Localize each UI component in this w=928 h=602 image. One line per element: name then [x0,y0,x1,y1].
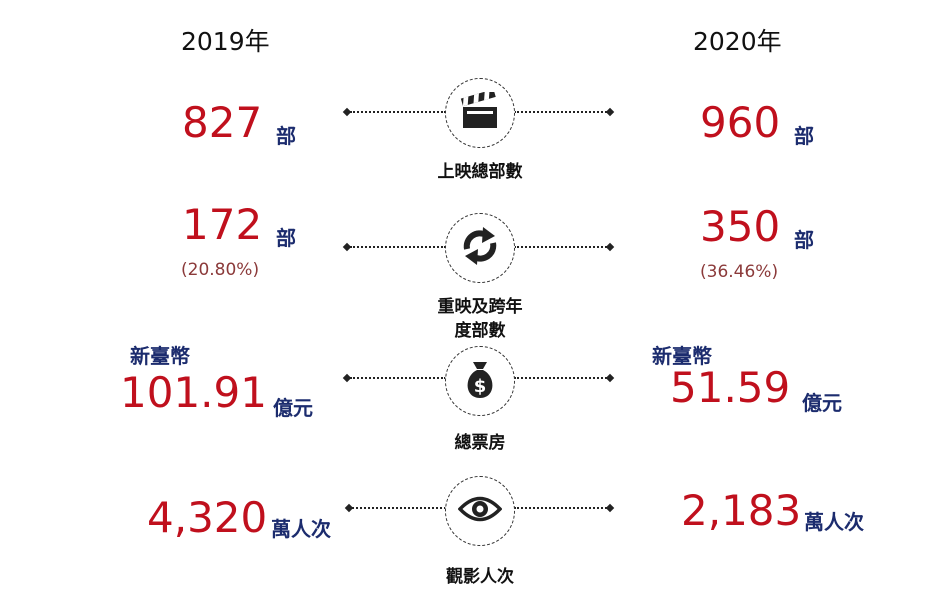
connector-line [350,111,446,113]
connector-endpoint [605,242,615,252]
connector-endpoint [605,107,615,117]
connector-line [514,111,610,113]
icon-circle [445,476,515,546]
caption-box-office: 總票房 [454,433,506,453]
connector-line [350,377,446,379]
right-rerun-films-unit: 部 [794,228,814,252]
icon-circle: $ [445,346,515,416]
money-bag-icon: $ [460,358,500,404]
right-admissions-unit: 萬人次 [804,510,864,534]
left-rerun-films-unit: 部 [276,226,296,250]
right-admissions-value: 2,183 [681,486,802,535]
right-currency-label: 新臺幣 [652,344,712,368]
left-admissions-unit: 萬人次 [271,517,331,541]
caption-rerun-line1: 重映及跨年 [437,297,523,317]
caption-rerun-line2: 度部數 [454,321,506,341]
connector-line [514,246,610,248]
right-rerun-films-value: 350 [700,202,781,251]
left-rerun-percent: (20.80%) [181,260,260,280]
icon-circle [445,78,515,148]
year-2020-header: 2020年 [693,27,782,56]
eye-icon [457,494,503,528]
connector-endpoint [605,373,615,383]
left-box-office-unit: 億元 [273,396,313,420]
right-total-films-unit: 部 [794,124,814,148]
left-admissions-value: 4,320 [147,493,268,542]
right-total-films-value: 960 [700,98,781,147]
right-box-office-value: 51.59 [670,363,791,412]
connector-line [352,507,446,509]
connector-line [514,507,610,509]
caption-admissions: 觀影人次 [446,567,514,587]
clapperboard-icon [459,89,501,134]
rerun-arrows-icon [459,225,501,271]
icon-circle [445,213,515,283]
left-total-films-unit: 部 [276,124,296,148]
svg-text:$: $ [474,376,487,397]
connector-line [350,246,446,248]
year-2019-header: 2019年 [181,27,270,56]
left-box-office-value: 101.91 [120,368,267,417]
right-rerun-percent: (36.46%) [700,262,779,282]
left-rerun-films-value: 172 [182,200,263,249]
left-currency-label: 新臺幣 [130,344,190,368]
connector-endpoint [605,503,615,513]
connector-line [514,377,610,379]
caption-total-films: 上映總部數 [437,162,523,182]
left-total-films-value: 827 [182,98,263,147]
right-box-office-unit: 億元 [802,391,842,415]
